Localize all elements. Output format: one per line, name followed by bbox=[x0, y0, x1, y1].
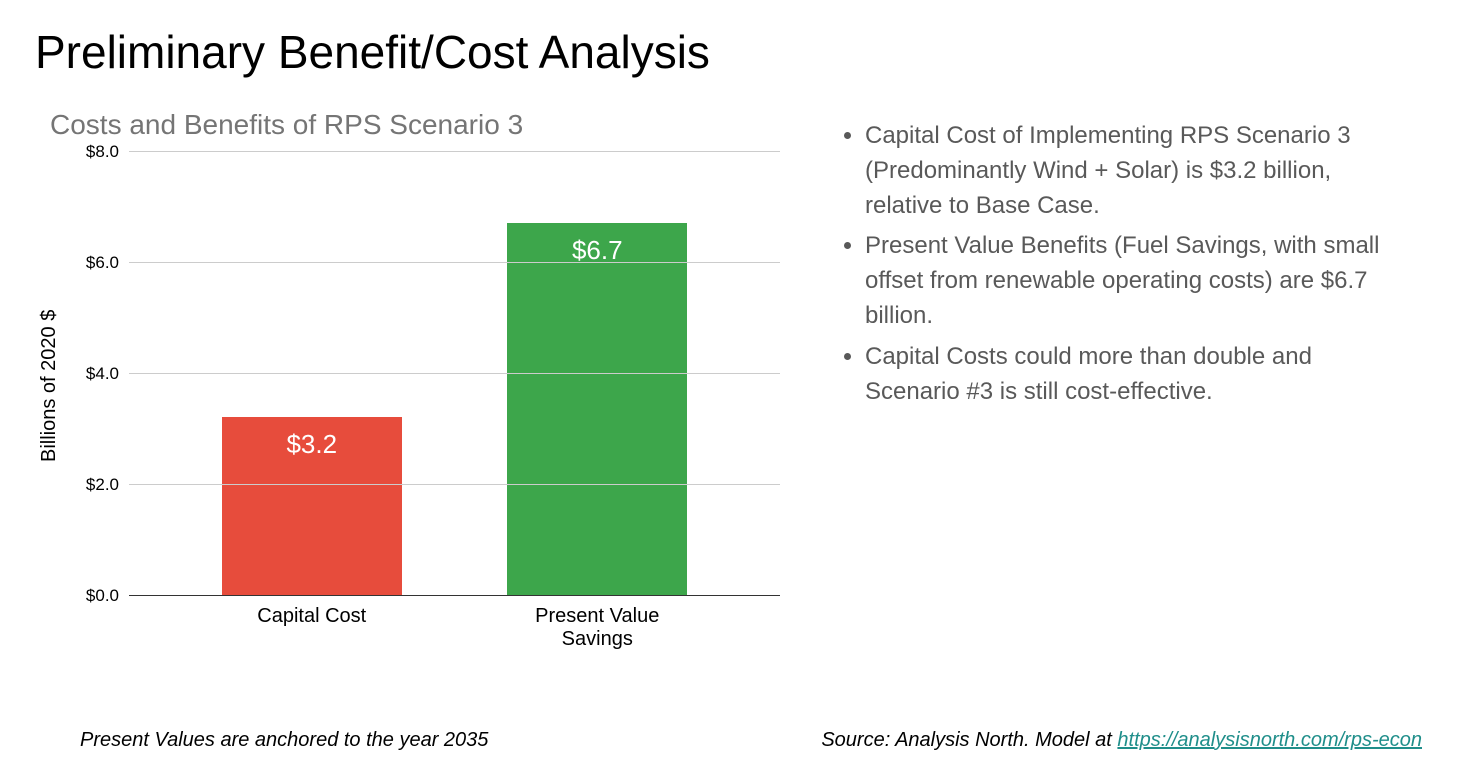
source-prefix: Source: Analysis North. Model at bbox=[821, 729, 1117, 751]
source-link[interactable]: https://analysisnorth.com/rps-econ bbox=[1117, 729, 1422, 751]
content-row: Costs and Benefits of RPS Scenario 3 Bil… bbox=[30, 109, 1432, 709]
gridline: $2.0 bbox=[129, 484, 780, 485]
gridline: $0.0 bbox=[129, 595, 780, 596]
ytick-label: $2.0 bbox=[86, 475, 129, 495]
footer-row: Present Values are anchored to the year … bbox=[30, 729, 1432, 752]
x-axis: Capital Cost Present Value Savings bbox=[129, 595, 780, 651]
bar: $6.7 bbox=[507, 223, 687, 595]
xtick-label: Present Value Savings bbox=[497, 605, 697, 651]
bullets-column: Capital Cost of Implementing RPS Scenari… bbox=[830, 109, 1432, 709]
bullet-item: Capital Cost of Implementing RPS Scenari… bbox=[865, 119, 1412, 223]
chart-column: Costs and Benefits of RPS Scenario 3 Bil… bbox=[30, 109, 790, 709]
chart-title: Costs and Benefits of RPS Scenario 3 bbox=[50, 109, 790, 141]
bar: $3.2 bbox=[222, 417, 402, 595]
ytick-label: $6.0 bbox=[86, 253, 129, 273]
source-line: Source: Analysis North. Model at https:/… bbox=[821, 729, 1422, 752]
gridline: $4.0 bbox=[129, 373, 780, 374]
page-title: Preliminary Benefit/Cost Analysis bbox=[35, 25, 1432, 79]
gridline: $6.0 bbox=[129, 262, 780, 263]
ytick-label: $4.0 bbox=[86, 364, 129, 384]
bullet-list: Capital Cost of Implementing RPS Scenari… bbox=[830, 119, 1412, 409]
chart-wrap: Billions of 2020 $ $3.2$6.7 $0.0$2.0$4.0… bbox=[30, 151, 790, 651]
bar-value-label: $3.2 bbox=[286, 429, 337, 460]
ytick-label: $8.0 bbox=[86, 142, 129, 162]
bullet-item: Capital Costs could more than double and… bbox=[865, 340, 1412, 410]
grid-zone: $3.2 $6.7 $0.0 $2.0 $4.0 $6.0 $8.0 bbox=[129, 151, 780, 595]
ytick-label: $0.0 bbox=[86, 586, 129, 606]
y-axis-label: Billions of 2020 $ bbox=[30, 121, 69, 651]
xtick-label: Capital Cost bbox=[212, 605, 412, 651]
gridline: $8.0 bbox=[129, 151, 780, 152]
plot-area: $3.2 $6.7 $0.0 $2.0 $4.0 $6.0 $8.0 Capital Co… bbox=[69, 151, 790, 651]
bullet-item: Present Value Benefits (Fuel Savings, wi… bbox=[865, 229, 1412, 333]
footnote: Present Values are anchored to the year … bbox=[80, 729, 488, 752]
